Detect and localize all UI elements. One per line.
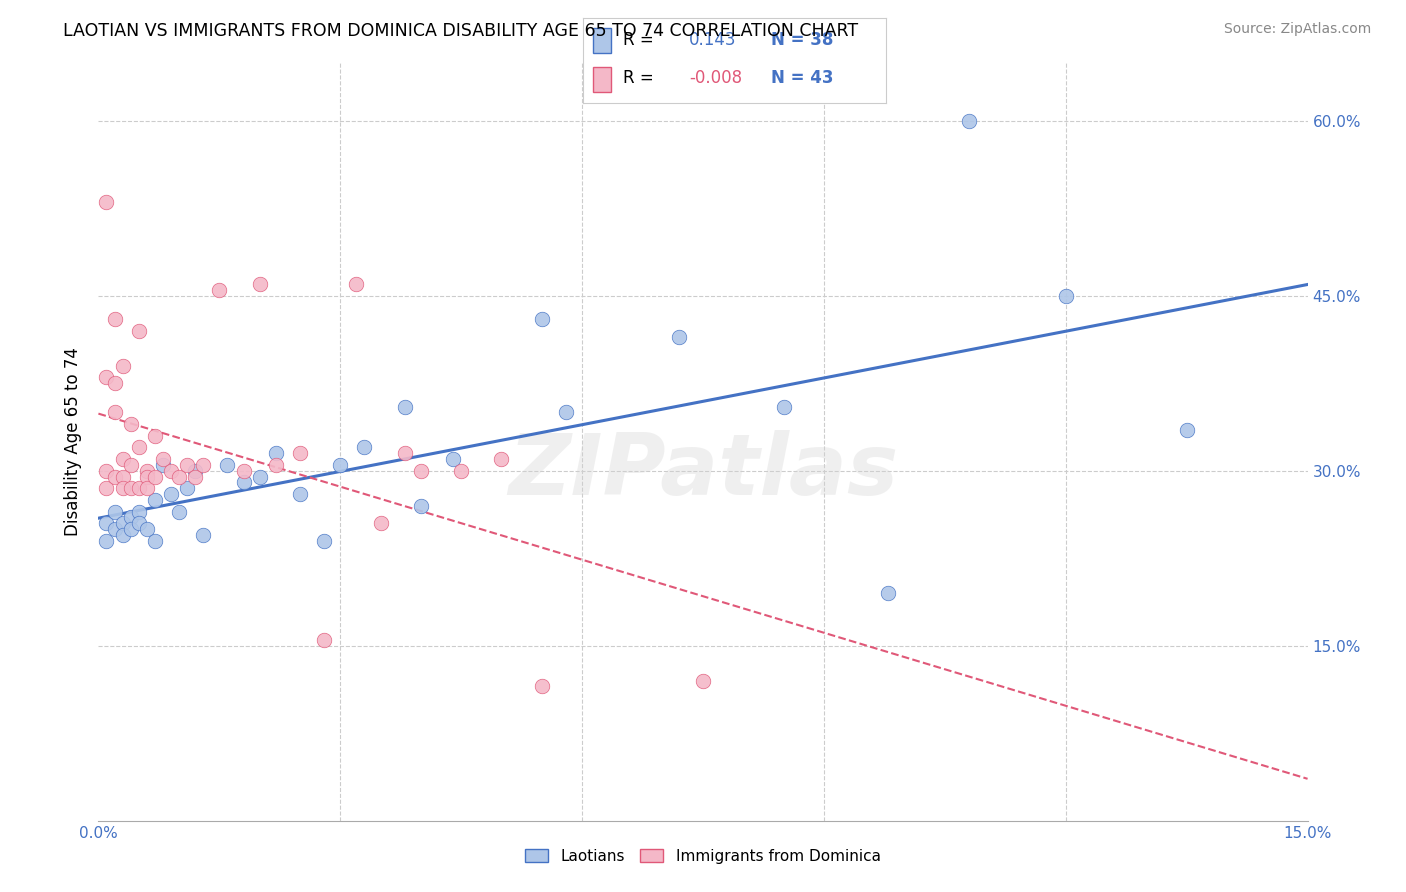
Point [409,464,432,478]
Point [314,632,336,647]
Point [957,113,980,128]
Text: LAOTIAN VS IMMIGRANTS FROM DOMINICA DISABILITY AGE 65 TO 74 CORRELATION CHART: LAOTIAN VS IMMIGRANTS FROM DOMINICA DISA… [63,22,859,40]
Point [96,516,118,531]
Point [135,522,157,536]
Point [167,469,190,483]
Text: ZIPatlas: ZIPatlas [508,430,898,514]
Point [96,464,118,478]
Point [772,400,794,414]
Point [135,481,157,495]
Text: N = 43: N = 43 [770,70,834,87]
Legend: Laotians, Immigrants from Dominica: Laotians, Immigrants from Dominica [519,843,887,870]
Point [249,469,271,483]
Point [877,586,900,600]
Point [103,376,125,391]
Point [353,441,375,455]
Point [176,481,198,495]
FancyBboxPatch shape [592,28,610,54]
Point [176,458,198,472]
Point [128,441,150,455]
Point [668,329,690,343]
Point [370,516,392,531]
Point [441,452,464,467]
Point [103,312,125,326]
Text: 0.143: 0.143 [689,31,737,49]
Point [409,499,432,513]
Point [193,528,215,542]
Point [120,510,142,524]
FancyBboxPatch shape [592,67,610,93]
Point [1175,423,1198,437]
Point [111,469,134,483]
Point [135,469,157,483]
Point [96,370,118,384]
Point [96,481,118,495]
Point [160,487,183,501]
Point [249,277,271,291]
Point [128,504,150,518]
Point [120,417,142,431]
Point [128,481,150,495]
Point [128,516,150,531]
Point [111,528,134,542]
Point [128,324,150,338]
Point [288,487,311,501]
Point [152,452,174,467]
Point [232,464,254,478]
Point [103,522,125,536]
Text: R =: R = [623,31,654,49]
Point [184,464,207,478]
Point [264,446,287,460]
Point [96,195,118,210]
Text: R =: R = [623,70,654,87]
Point [329,458,352,472]
Point [143,533,166,548]
Point [314,533,336,548]
Point [96,533,118,548]
Point [288,446,311,460]
Point [692,673,714,688]
Point [143,428,166,442]
Point [103,405,125,419]
Point [143,492,166,507]
Point [344,277,367,291]
Point [160,464,183,478]
Point [120,522,142,536]
Point [152,458,174,472]
Point [530,312,553,326]
Point [264,458,287,472]
Point [103,504,125,518]
Point [111,359,134,373]
Point [111,516,134,531]
Point [143,469,166,483]
Point [450,464,472,478]
Point [530,680,553,694]
Text: -0.008: -0.008 [689,70,742,87]
Point [135,464,157,478]
Point [217,458,239,472]
Point [193,458,215,472]
Point [555,405,578,419]
Point [120,481,142,495]
Point [184,469,207,483]
Text: N = 38: N = 38 [770,31,834,49]
Text: Source: ZipAtlas.com: Source: ZipAtlas.com [1223,22,1371,37]
Point [1054,289,1077,303]
Point [394,400,416,414]
Point [232,475,254,490]
Point [111,481,134,495]
Point [111,452,134,467]
Point [208,283,231,297]
Point [120,458,142,472]
Point [394,446,416,460]
Point [167,504,190,518]
Point [103,469,125,483]
Point [491,452,513,467]
Y-axis label: Disability Age 65 to 74: Disability Age 65 to 74 [65,347,83,536]
